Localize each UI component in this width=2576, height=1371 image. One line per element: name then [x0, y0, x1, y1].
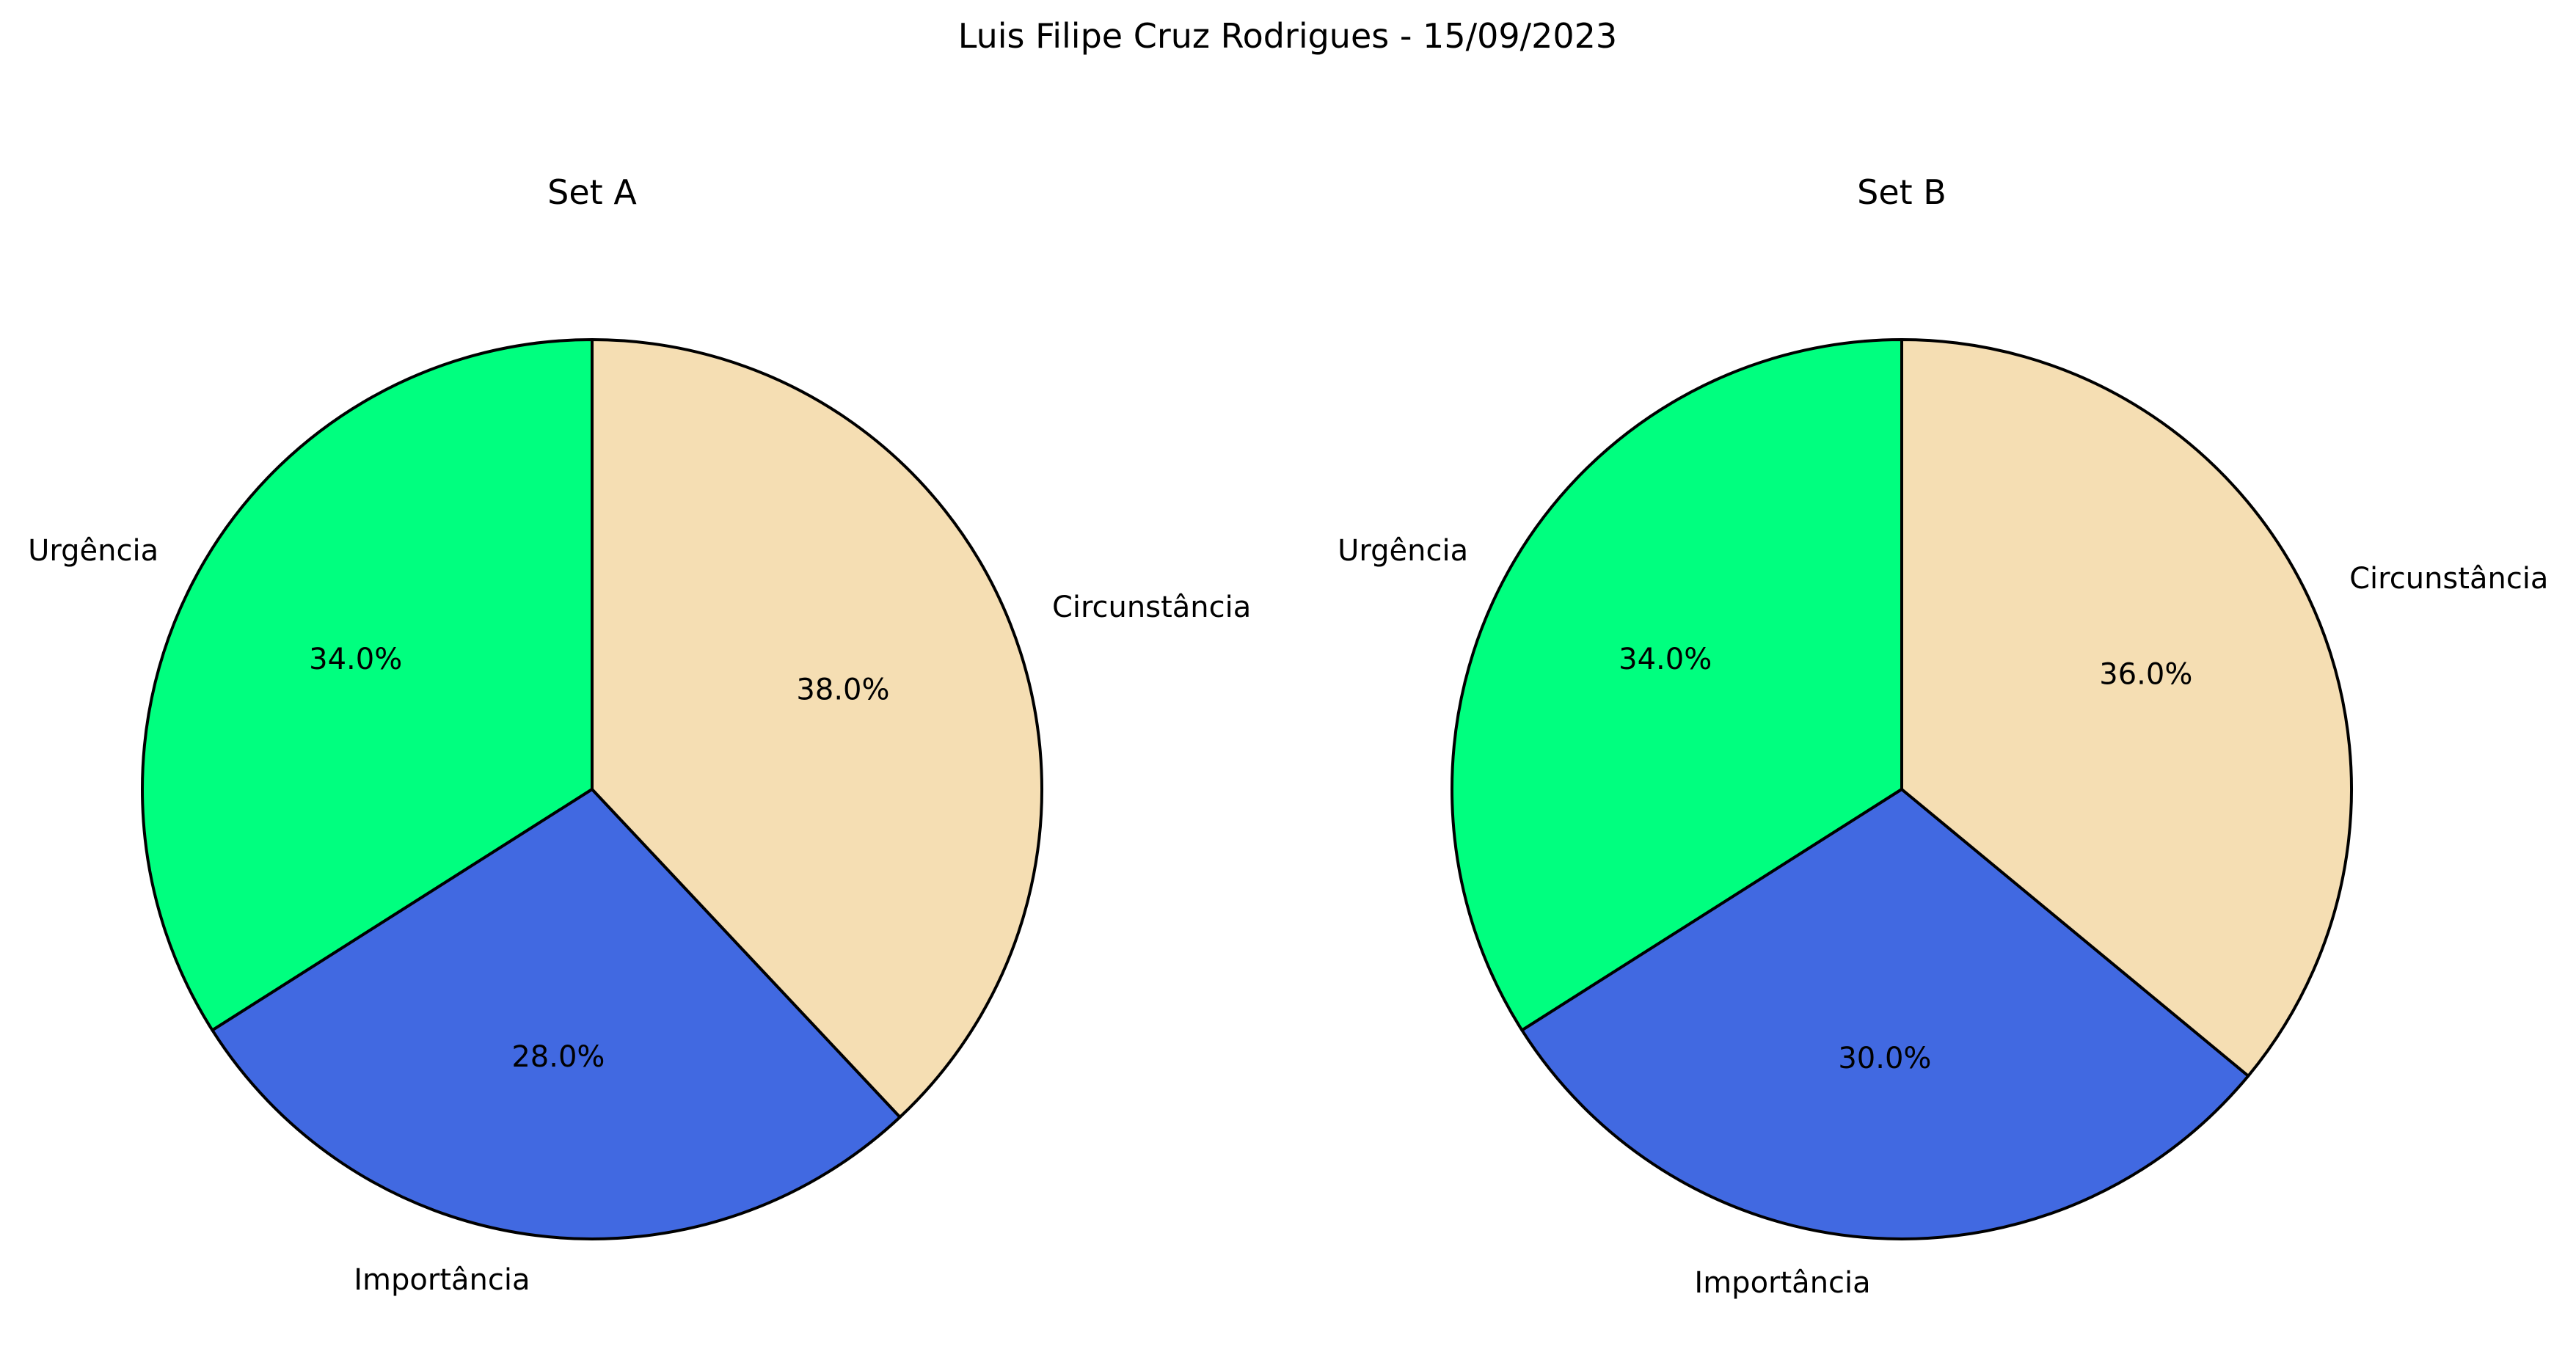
category-label-urgencia-set-b: Urgência — [1338, 534, 1468, 568]
category-label-importancia-set-a: Importância — [354, 1263, 530, 1297]
pie-slice-importancia-set-b — [1520, 788, 2250, 1240]
category-label-urgencia-set-a: Urgência — [28, 534, 158, 568]
category-label-importancia-set-b: Importância — [1694, 1266, 1870, 1300]
pie-slice-circunstancia-set-a — [591, 338, 1043, 1119]
category-label-circunstancia-set-a: Circunstância — [1052, 591, 1251, 624]
chart-title-set-a: Set A — [547, 172, 637, 212]
pct-label-importancia-set-a: 28.0% — [511, 1040, 605, 1074]
pie-slice-urgencia-set-a — [141, 338, 594, 1032]
pie-chart-set-a: Set A 34.0% Urgência 28.0% Importância 38.0%… — [28, 172, 1251, 1297]
pie-chart-set-b: Set B 34.0% Urgência 30.0% Importância 36.0%… — [1338, 172, 2548, 1300]
pct-label-circunstancia-set-a: 38.0% — [796, 673, 889, 707]
pie-slice-importancia-set-a — [211, 788, 902, 1240]
chart-title-set-b: Set B — [1857, 172, 1946, 212]
category-label-circunstancia-set-b: Circunstância — [2349, 562, 2548, 596]
pie-slice-urgencia-set-b — [1451, 338, 1903, 1032]
pct-label-urgencia-set-b: 34.0% — [1619, 643, 1712, 676]
pct-label-urgencia-set-a: 34.0% — [309, 643, 402, 676]
pct-label-circunstancia-set-b: 36.0% — [2099, 657, 2192, 691]
pct-label-importancia-set-b: 30.0% — [1838, 1042, 1931, 1075]
pie-slice-circunstancia-set-b — [1900, 338, 2353, 1078]
figure-suptitle: Luis Filipe Cruz Rodrigues - 15/09/2023 — [958, 16, 1617, 56]
